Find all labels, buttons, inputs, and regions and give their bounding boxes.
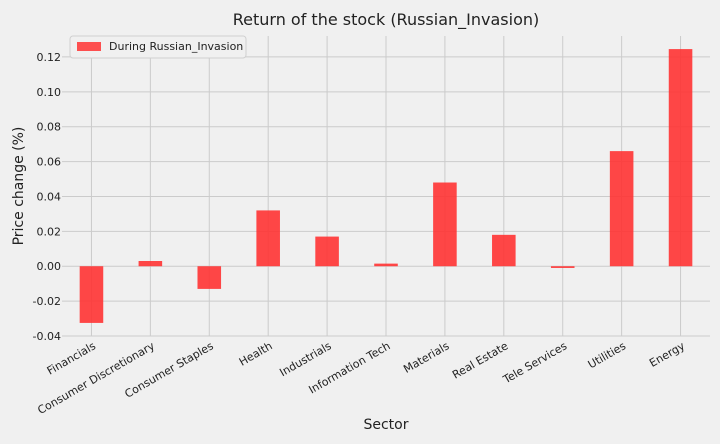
legend-box [69, 35, 247, 59]
y-tick-label: 0.12 [37, 51, 62, 64]
bar-consumer-discretionary [138, 261, 163, 267]
legend: During Russian_Invasion [69, 35, 247, 59]
bar-real-estate [492, 234, 516, 267]
bars [79, 49, 693, 323]
legend-entry: During Russian_Invasion [109, 40, 243, 53]
bar-tele-services [550, 266, 575, 268]
bar-industrials [315, 236, 339, 267]
x-axis-label: Sector [363, 417, 408, 433]
bar-utilities [609, 151, 634, 267]
y-tick-label: 0.10 [37, 86, 62, 99]
y-tick-label: 0.08 [37, 121, 62, 134]
bar-energy [668, 49, 693, 267]
bar-health [256, 210, 280, 267]
y-tick-label: 0.00 [37, 260, 62, 273]
y-tick-labels: -0.04 -0.02 0.00 0.02 0.04 0.06 0.08 0.10 0.12 [33, 51, 61, 343]
y-tick-label: 0.06 [37, 156, 62, 169]
y-tick-label: 0.04 [37, 190, 62, 203]
bar-financials [79, 266, 104, 323]
y-tick-label: 0.02 [37, 225, 62, 238]
y-tick-label: -0.02 [33, 295, 61, 308]
legend-swatch [77, 42, 101, 51]
y-tick-label: -0.04 [33, 330, 61, 343]
y-axis-label: Price change (%) [11, 127, 27, 246]
bar-materials [433, 182, 457, 267]
bar-information-tech [374, 263, 398, 267]
bar-consumer-staples [197, 266, 222, 289]
chart-title: Return of the stock (Russian_Invasion) [233, 10, 540, 30]
